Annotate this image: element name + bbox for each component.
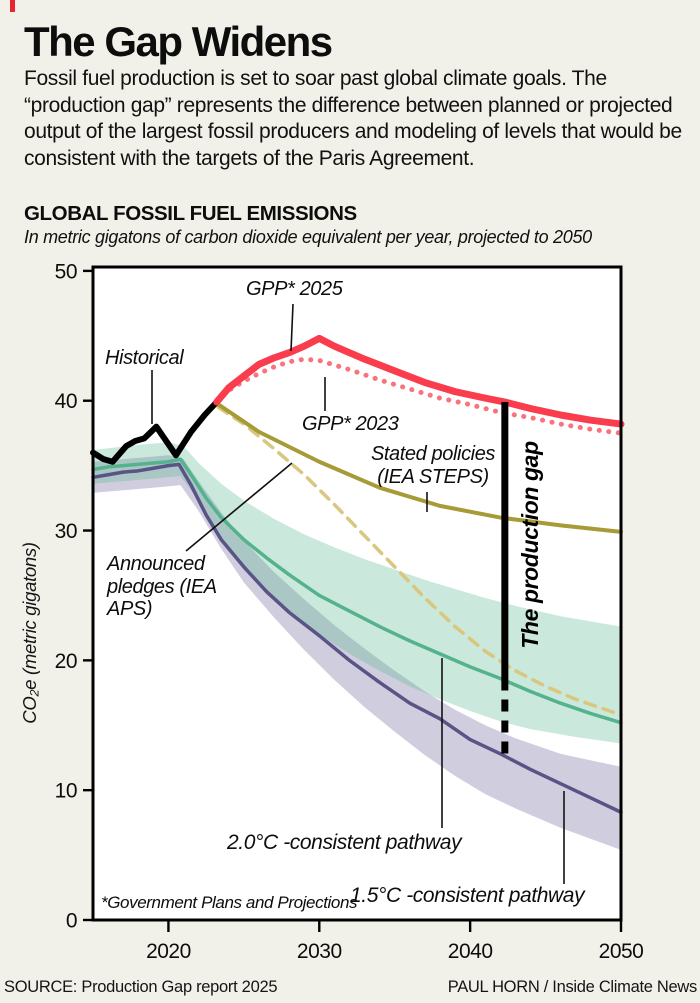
chart-subtitle: In metric gigatons of carbon dioxide equ… (24, 227, 592, 247)
plot-border (91, 265, 623, 922)
source-credit: SOURCE: Production Gap report 2025 (4, 978, 278, 996)
x-tick-label: 2050 (599, 940, 644, 963)
brand-accent-mark (10, 0, 15, 12)
one-five-degree-pathway-label: 1.5°C -consistent pathway (350, 884, 585, 907)
series-GPP* 2023 (214, 356, 624, 436)
y-tick-label: 10 (55, 780, 77, 803)
production-gap-label: The production gap (517, 441, 543, 649)
chart-footnote: *Government Plans and Projections (101, 893, 358, 912)
x-tick-label: 2020 (146, 940, 191, 963)
two-degree-pathway-label: 2.0°C -consistent pathway (227, 831, 462, 854)
stated-policies-label: Stated policies (IEA STEPS) (370, 443, 496, 488)
aps-pointer-line (185, 462, 293, 552)
gpp2023-label: GPP* 2023 (302, 413, 399, 435)
series-Announced pledges (IEA APS) (216, 405, 623, 717)
series-GPP* 2025 (213, 334, 625, 428)
historical-label: Historical (105, 347, 184, 369)
series-1.5°C -consistent pathway (91, 462, 623, 814)
plot-background (93, 267, 621, 920)
annotation-pointer-lines (151, 303, 565, 884)
chart-title: GLOBAL FOSSIL FUEL EMISSIONS (24, 202, 357, 225)
gpp2025-pointer-line (290, 303, 294, 352)
y-tick-label: 40 (55, 390, 77, 413)
y-tick-label: 50 (55, 260, 77, 283)
gpp2025-label: GPP* 2025 (246, 278, 343, 300)
1.5C-uncertainty-band (93, 455, 621, 850)
author-credit: PAUL HORN / Inside Climate News (447, 978, 698, 996)
page-title: The Gap Widens (24, 18, 333, 65)
x-tick-label: 2040 (448, 940, 493, 963)
series-Stated policies (IEA STEPS) (214, 401, 623, 534)
y-tick-label: 0 (66, 910, 77, 933)
announced-pledges-label: Announced pledges (IEA APS) (107, 553, 216, 621)
y-tick-label: 20 (55, 650, 77, 673)
x-tick-label: 2030 (297, 940, 342, 963)
y-axis-label: CO₂e (metric gigatons) (19, 542, 40, 724)
2.0C-uncertainty-band (93, 442, 621, 744)
series-Historical (90, 399, 220, 465)
intro-paragraph: Fossil fuel production is set to soar pa… (24, 67, 682, 170)
y-tick-label: 30 (55, 520, 77, 543)
